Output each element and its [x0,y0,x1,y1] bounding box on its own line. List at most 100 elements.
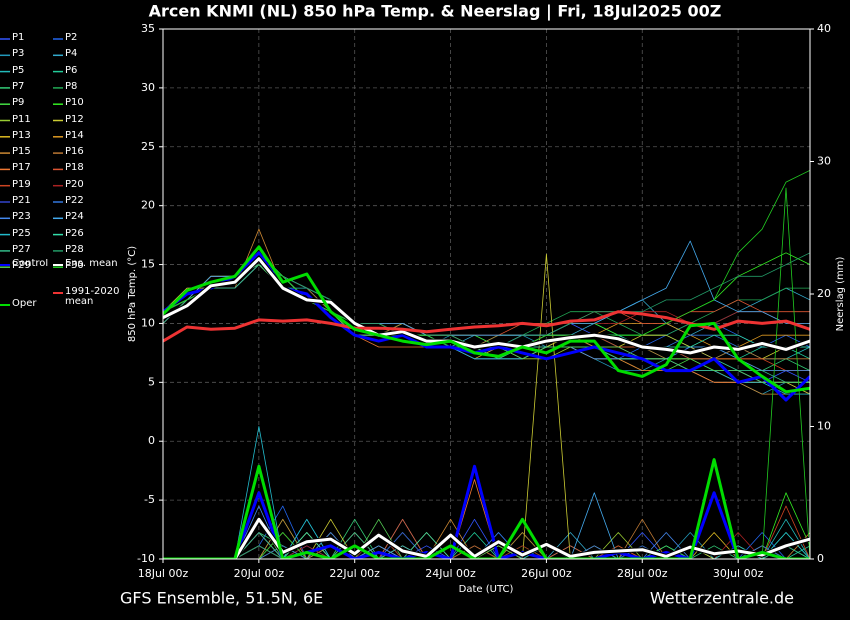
precip-line [163,545,810,559]
legend-item: P17 [12,163,31,174]
precip-line [163,187,810,559]
legend-item: P2 [65,33,78,43]
legend-label: P13 [12,130,31,141]
legend-item: P26 [65,228,84,239]
legend-label: P17 [12,163,31,174]
y2-tick-label: 10 [817,420,831,433]
precip-line [163,517,810,559]
y2-tick-label: 0 [817,552,824,565]
plot-area [163,169,810,559]
legend-item: P25 [12,228,31,239]
legend-label: P26 [65,228,84,239]
legend-label: P1 [12,33,25,43]
legend-label: P4 [65,49,78,60]
legend-item: P20 [65,179,84,190]
legend-label: P19 [12,179,31,190]
x-tick-label: 20Jul 00z [234,567,285,580]
legend-item: P21 [12,196,31,206]
legend-label: P27 [12,244,31,255]
legend-label: P11 [12,114,31,125]
y-tick-label: 5 [148,375,155,388]
x-tick-label: 24Jul 00z [425,567,476,580]
temp-line [163,310,810,343]
y2-tick-label: 40 [817,22,831,35]
legend-item: P16 [65,147,84,158]
legend-label: P3 [12,49,25,60]
legend-item: P9 [12,98,25,109]
legend-label: P29 [12,261,31,272]
legend-item: P13 [12,130,31,141]
y-axis-label: 850 hPa Temp. (°C) [127,246,138,342]
legend-item: P5 [12,66,24,76]
legend-item: P4 [65,49,78,60]
plot-frame [162,28,811,560]
legend-label: 1991-2020 mean [65,287,120,307]
y-tick-label: 35 [141,22,155,35]
legend-item: P8 [65,81,78,92]
legend-item: P3 [12,49,25,60]
legend-label: Ens. mean [65,259,118,269]
x-tick-label: 22Jul 00z [329,567,380,580]
x-tick-label: 18Jul 00z [138,567,189,580]
legend-label: Oper [12,299,37,309]
chart-title: Arcen KNMI (NL) 850 hPa Temp. & Neerslag… [149,2,722,22]
precip-line [163,426,810,559]
legend-item: 1991-2020 mean [65,287,120,307]
y2-tick-label: 30 [817,155,831,168]
legend-item: P29 [12,261,31,272]
legend-label: P25 [12,228,31,239]
legend-label: P8 [65,81,78,92]
legend-item: P6 [65,65,78,76]
legend-item: P18 [65,163,84,174]
footer-site: Wetterzentrale.de [650,589,794,608]
legend-item: P10 [65,98,84,109]
legend-item: P15 [12,147,31,158]
temp-line [163,257,810,355]
y-tick-label: 20 [141,199,155,212]
legend-label: P6 [65,65,78,76]
y-tick-label: 30 [141,81,155,94]
y-tick-label: 0 [148,434,155,447]
y2-axis-label: Neerslag (mm) [835,256,846,331]
legend-label: P12 [65,114,84,125]
legend-label: P10 [65,98,84,109]
precip-line [163,464,810,559]
legend-label: P28 [65,244,84,255]
x-tick-label: 28Jul 00z [617,567,668,580]
legend-label: P16 [65,147,84,158]
legend-item: Ens. mean [65,259,118,269]
footer-source: GFS Ensemble, 51.5N, 6E [120,589,323,608]
legend-label: P24 [65,212,84,223]
legend-item: P22 [65,196,84,206]
legend-label: P7 [12,81,25,92]
y-tick-label: -10 [137,552,155,565]
legend-item: P23 [12,212,31,223]
legend-label: P22 [65,196,84,206]
legend-label: P20 [65,179,84,190]
legend-item: P24 [65,212,84,223]
legend-item: P12 [65,114,84,125]
y2-tick-label: 20 [817,287,831,300]
legend-label: P21 [12,196,31,206]
legend-label: P2 [65,33,78,43]
y-tick-label: -5 [144,493,155,506]
x-tick-label: 26Jul 00z [521,567,572,580]
legend-item: Oper [12,299,37,309]
y-tick-label: 10 [141,316,155,329]
legend-label: P18 [65,163,84,174]
legend-label: P9 [12,98,25,109]
legend-item: P28 [65,244,84,255]
legend-item: P27 [12,244,31,255]
legend-item: P1 [12,33,25,43]
x-tick-label: 30Jul 00z [713,567,764,580]
legend-label: P14 [65,130,84,141]
legend-label: P15 [12,147,31,158]
temp-line [163,245,810,394]
y-tick-label: 15 [141,258,155,271]
legend-item: P30 [65,261,84,272]
legend-label: P23 [12,212,31,223]
legend-label: P30 [65,261,84,272]
